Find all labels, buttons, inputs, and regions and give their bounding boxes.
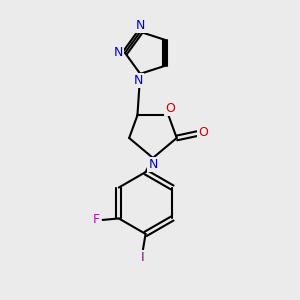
Text: N: N (136, 19, 146, 32)
Text: N: N (148, 158, 158, 171)
Text: I: I (141, 251, 145, 264)
Text: N: N (134, 74, 143, 87)
Text: N: N (114, 46, 123, 59)
Text: F: F (93, 213, 100, 226)
Text: O: O (165, 102, 175, 115)
Text: O: O (198, 126, 208, 139)
